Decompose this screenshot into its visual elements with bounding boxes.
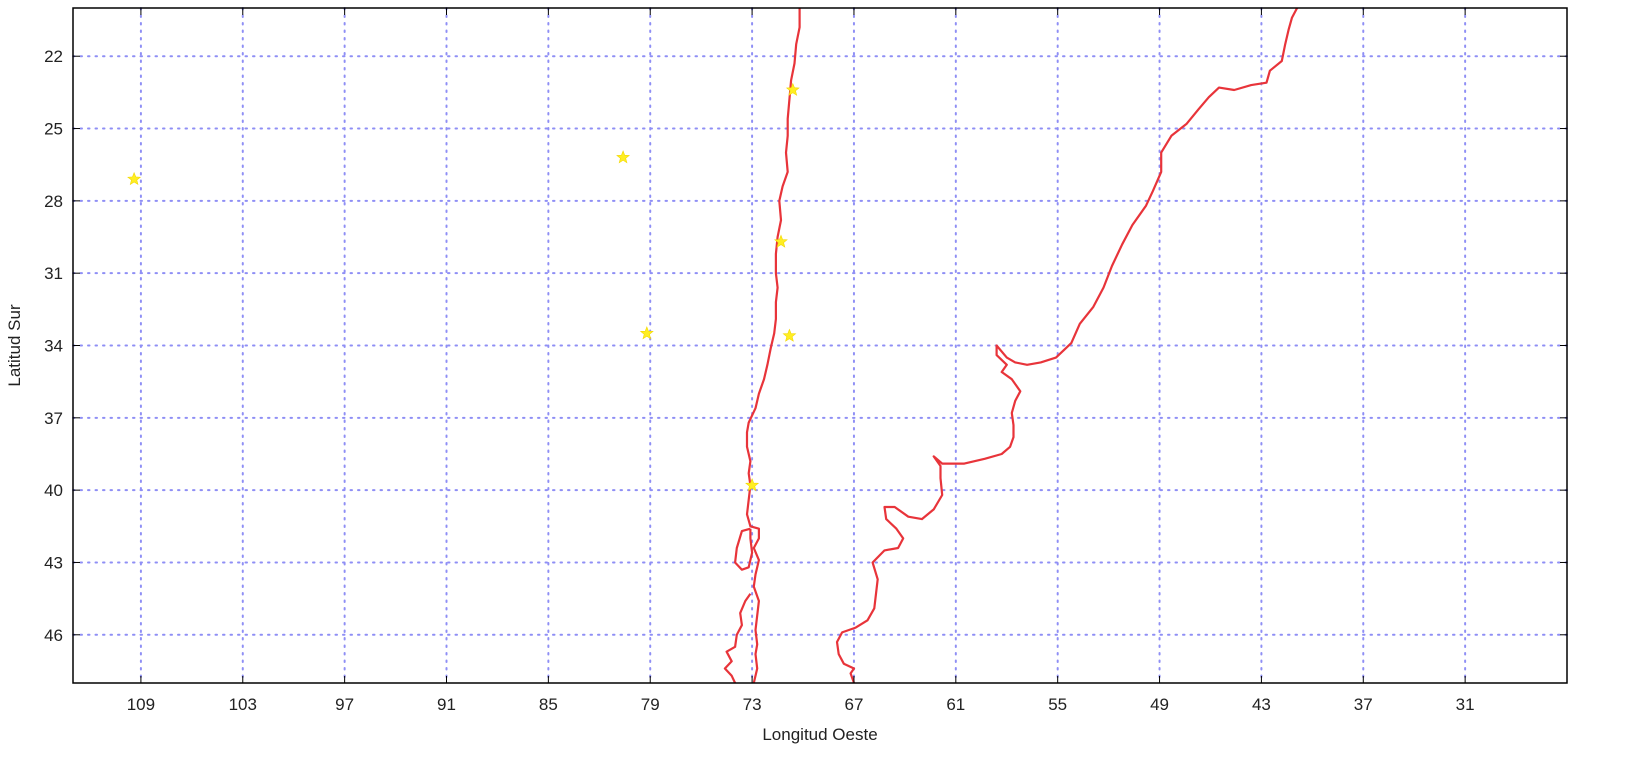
- x-tick-label: 91: [437, 695, 456, 714]
- y-tick-label: 22: [44, 47, 63, 66]
- y-axis-label: Latitud Sur: [5, 304, 24, 387]
- x-tick-label: 37: [1354, 695, 1373, 714]
- x-tick-label: 49: [1150, 695, 1169, 714]
- x-tick-label: 67: [844, 695, 863, 714]
- y-tick-label: 34: [44, 337, 63, 356]
- y-tick-label: 31: [44, 264, 63, 283]
- x-tick-label: 79: [641, 695, 660, 714]
- x-tick-label: 109: [127, 695, 155, 714]
- x-tick-label: 85: [539, 695, 558, 714]
- x-tick-label: 55: [1048, 695, 1067, 714]
- x-tick-label: 103: [229, 695, 257, 714]
- x-tick-label: 61: [946, 695, 965, 714]
- x-axis-label: Longitud Oeste: [762, 725, 877, 744]
- y-tick-label: 37: [44, 409, 63, 428]
- y-tick-label: 43: [44, 553, 63, 572]
- x-tick-label: 97: [335, 695, 354, 714]
- x-tick-label: 31: [1456, 695, 1475, 714]
- y-tick-label: 28: [44, 192, 63, 211]
- y-tick-label: 40: [44, 481, 63, 500]
- y-tick-label: 25: [44, 120, 63, 139]
- y-tick-label: 46: [44, 626, 63, 645]
- x-tick-label: 73: [743, 695, 762, 714]
- x-tick-label: 43: [1252, 695, 1271, 714]
